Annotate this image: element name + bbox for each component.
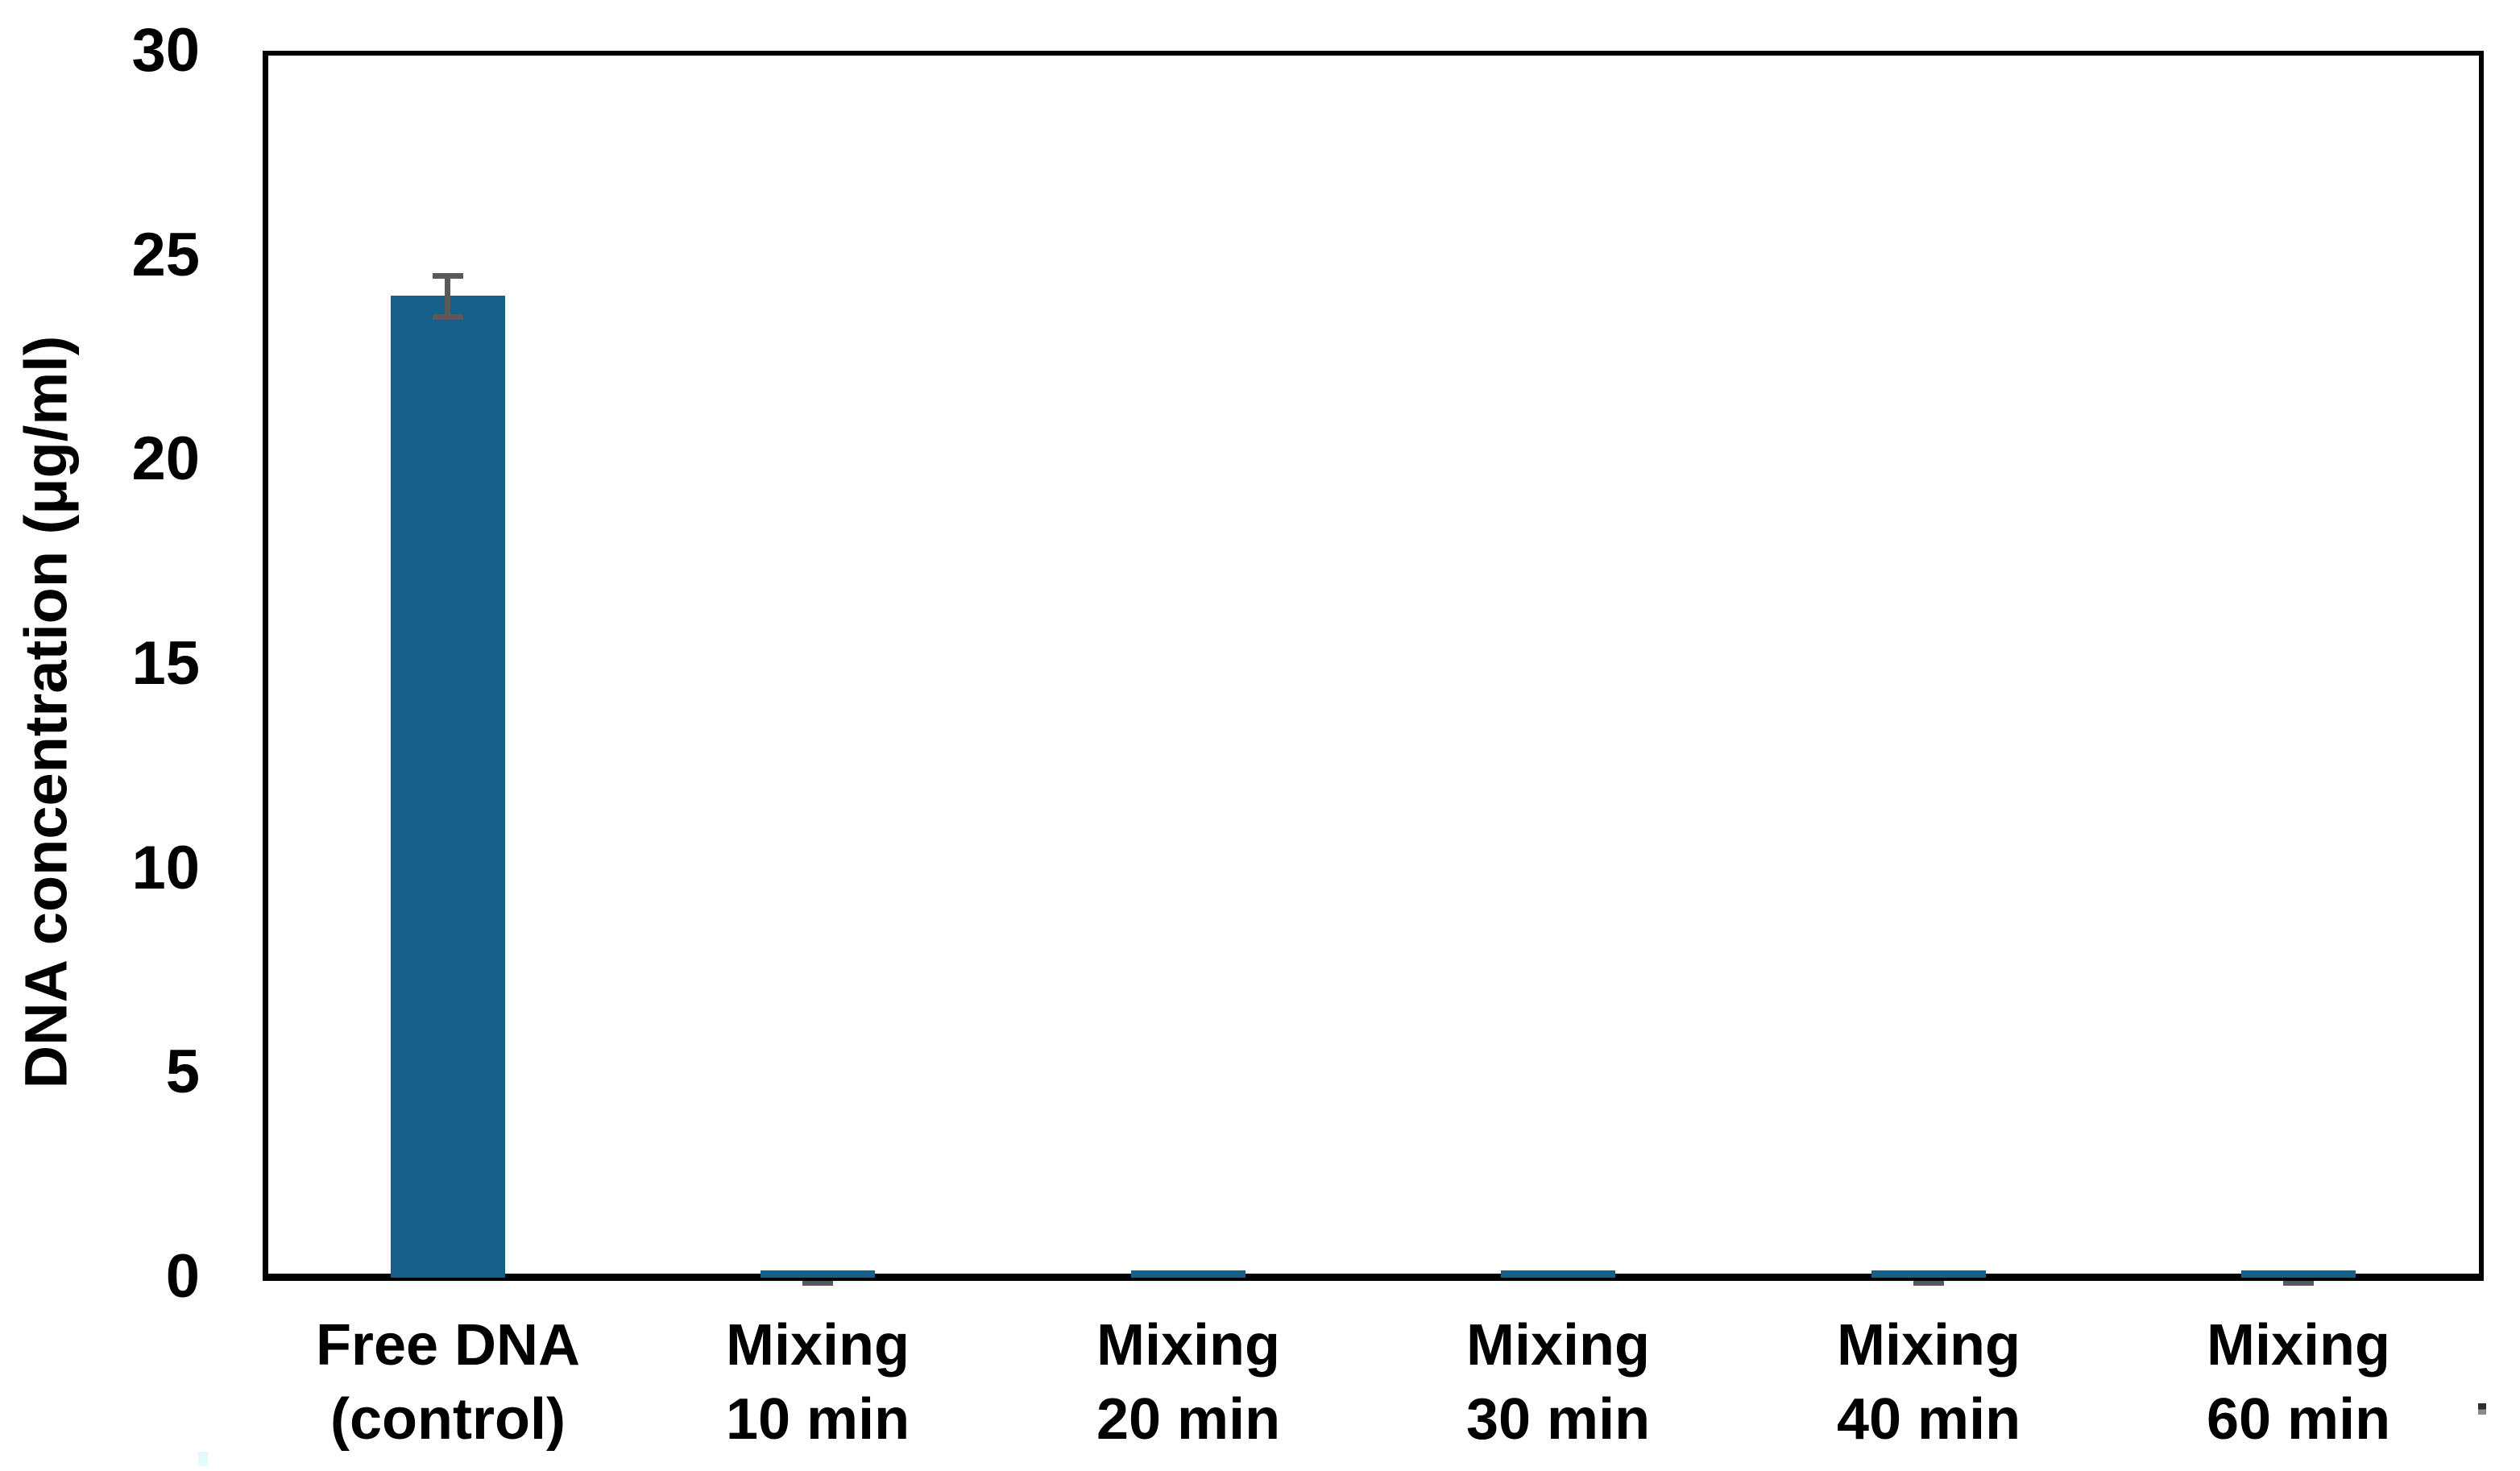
- y-tick-label: 5: [165, 1038, 200, 1107]
- y-tick-label: 25: [131, 220, 200, 289]
- error-bar-cap: [433, 273, 463, 279]
- error-bar-cap: [1913, 1281, 1944, 1286]
- stray-mark: [198, 1452, 208, 1466]
- y-tick-label: 30: [131, 16, 200, 85]
- y-tick-label: 15: [131, 629, 200, 698]
- y-tick-label: 20: [131, 425, 200, 494]
- x-category-label-line: 10 min: [725, 1387, 910, 1452]
- x-category-label-line: (control): [330, 1387, 566, 1452]
- x-category-label: Mixing 60 min: [2113, 1308, 2484, 1456]
- error-bar-line: [445, 276, 450, 317]
- x-category-label-line: Mixing: [1837, 1313, 2021, 1378]
- x-category-label-line: Mixing: [2207, 1313, 2390, 1378]
- x-category-label-line: 40 min: [1836, 1387, 2021, 1452]
- plot-area: [263, 51, 2484, 1281]
- bar: [761, 1270, 875, 1278]
- error-bar-cap: [433, 314, 463, 320]
- x-category-label-line: Free DNA: [315, 1313, 581, 1378]
- x-category-label: Mixing 30 min: [1373, 1308, 1743, 1456]
- x-category-label-line: 60 min: [2206, 1387, 2391, 1452]
- x-category-label: Mixing 10 min: [632, 1308, 1003, 1456]
- y-tick-label: 10: [131, 833, 200, 902]
- x-category-label-line: 30 min: [1465, 1387, 1651, 1452]
- x-category-label-line: 20 min: [1096, 1387, 1281, 1452]
- bar: [1871, 1270, 1986, 1278]
- stray-mark: [2478, 1403, 2486, 1415]
- error-bar-cap: [2283, 1281, 2314, 1286]
- x-category-label: Mixing 40 min: [1743, 1308, 2114, 1456]
- bar: [2241, 1270, 2356, 1278]
- x-category-label-line: Mixing: [1096, 1313, 1280, 1378]
- bar: [1131, 1270, 1245, 1278]
- x-category-label-line: Mixing: [1466, 1313, 1650, 1378]
- x-category-label-line: Mixing: [726, 1313, 910, 1378]
- x-category-label: Mixing 20 min: [1003, 1308, 1374, 1456]
- bar: [391, 296, 505, 1278]
- y-tick-label: 0: [165, 1242, 200, 1311]
- bar: [1501, 1270, 1615, 1278]
- error-bar-cap: [802, 1281, 833, 1286]
- x-category-label: Free DNA (control): [263, 1308, 633, 1456]
